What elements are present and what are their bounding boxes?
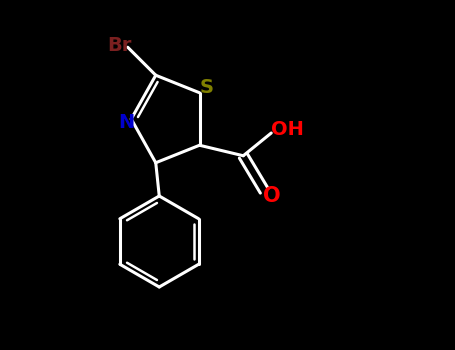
Text: O: O xyxy=(263,186,281,206)
Text: OH: OH xyxy=(271,120,303,139)
Text: S: S xyxy=(199,78,213,97)
Text: N: N xyxy=(118,113,134,132)
Text: Br: Br xyxy=(107,36,131,55)
